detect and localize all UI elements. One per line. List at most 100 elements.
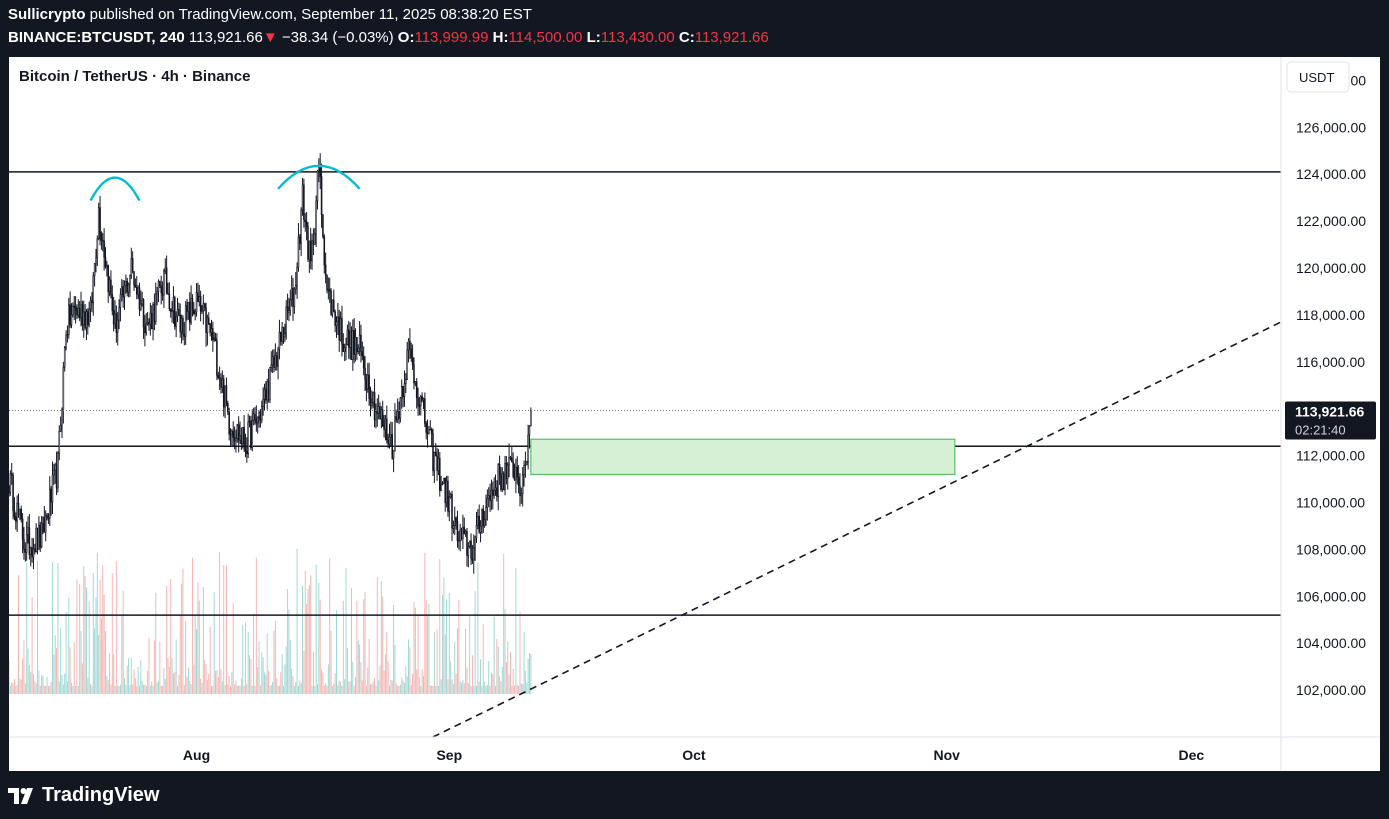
candle-body — [221, 378, 224, 388]
candle-body — [201, 310, 203, 312]
price-chart[interactable]: 102,000.00 104,000.00 106,000.00 108,000.00… — [9, 57, 1380, 771]
candle-body — [441, 483, 444, 485]
volume-bar — [111, 573, 113, 694]
candle-body — [349, 331, 351, 348]
candle-body — [244, 446, 247, 452]
volume-bar — [364, 591, 366, 694]
volume-bar — [356, 600, 358, 694]
volume-bar — [72, 686, 74, 694]
candle-body — [212, 328, 214, 341]
volume-bar — [348, 681, 350, 694]
double-top-arcs[interactable] — [89, 164, 361, 202]
volume-bar — [266, 633, 268, 694]
volume-bar — [302, 585, 304, 694]
tradingview-logo[interactable]: TradingView — [8, 784, 159, 807]
volume-bar — [115, 561, 117, 694]
candle-body — [13, 510, 16, 518]
volume-bar — [168, 666, 170, 694]
chart-panel[interactable]: 102,000.00 104,000.00 106,000.00 108,000.00… — [9, 57, 1380, 771]
candle-body — [282, 327, 285, 338]
volume-bar — [432, 686, 434, 694]
candle-body — [91, 300, 93, 304]
volume-bar — [145, 685, 147, 694]
currency-button[interactable] — [1286, 61, 1350, 93]
volume-bar — [405, 666, 407, 694]
volume-bar — [61, 675, 63, 694]
candle-body — [437, 458, 440, 471]
volume-bar — [198, 600, 200, 694]
candle-body — [460, 529, 463, 539]
horizontal-levels[interactable] — [9, 171, 1281, 616]
candle-body — [137, 287, 139, 295]
candle-body — [53, 469, 55, 476]
candle-body — [153, 304, 156, 323]
volume-bar — [530, 654, 532, 694]
candle-body — [240, 435, 243, 444]
candle-body — [373, 392, 376, 420]
volume-bar — [352, 661, 354, 694]
candle-body — [470, 540, 472, 559]
volume-bar — [141, 680, 143, 694]
candle-body — [266, 381, 268, 401]
volume-bar — [83, 566, 85, 694]
candle-body — [165, 267, 168, 294]
volume-bar — [379, 665, 381, 694]
candle-body — [334, 311, 336, 327]
last-price: 113,921.66 — [188, 29, 263, 46]
demand-zone[interactable] — [530, 438, 956, 475]
candle-body — [350, 331, 353, 360]
candle-body — [386, 418, 388, 441]
candle-body — [146, 321, 149, 325]
candle-body — [184, 305, 187, 337]
volume-bar — [399, 684, 401, 694]
candle-body — [512, 461, 514, 477]
candle-body — [485, 507, 487, 520]
author-name[interactable]: Sullicrypto — [8, 6, 86, 23]
volume-bar — [471, 655, 473, 694]
time-axis[interactable]: Aug Sep Oct Nov Dec — [183, 747, 1204, 763]
volume-bar — [47, 685, 49, 694]
price-axis[interactable]: 102,000.00 104,000.00 106,000.00 108,000.00… — [1296, 72, 1366, 698]
trendline[interactable] — [432, 321, 1282, 738]
candle-body — [506, 464, 509, 479]
volume-bar — [522, 684, 524, 694]
volume-bar — [429, 685, 431, 694]
price-change: −38.34 (−0.03%) — [281, 29, 394, 46]
candle-body — [372, 392, 374, 404]
candle-body — [494, 487, 497, 491]
candle-body — [118, 307, 120, 321]
volume-bar — [470, 685, 472, 694]
volume-bar — [262, 657, 264, 694]
candle-body — [357, 347, 360, 353]
volume-bar — [236, 685, 238, 694]
candle-body — [227, 402, 229, 413]
volume-bar — [406, 676, 408, 694]
candle-body — [108, 279, 111, 293]
candle-body — [528, 425, 531, 436]
candle-body — [434, 451, 437, 457]
candle-body — [296, 267, 298, 286]
candle-body — [62, 366, 65, 411]
volume-bar — [499, 676, 501, 694]
candle-body — [439, 458, 441, 491]
volume-bar — [11, 682, 13, 694]
volume-bar — [125, 684, 127, 694]
candle-body — [299, 236, 301, 244]
candle-body — [23, 538, 25, 550]
candle-body — [502, 473, 505, 491]
volume-bar — [390, 679, 392, 694]
candle-body — [232, 430, 235, 438]
volume-bar — [217, 677, 219, 694]
time-tick-label: Dec — [1178, 747, 1204, 763]
volume-bar — [403, 682, 405, 694]
volume-bar — [511, 685, 513, 694]
volume-bar — [122, 590, 124, 694]
candle-body — [443, 477, 445, 484]
volume-bar — [255, 557, 257, 694]
high-value: 114,500.00 — [508, 29, 583, 46]
volume-bar — [306, 604, 308, 694]
volume-bar — [450, 661, 452, 694]
volume-bar — [277, 685, 279, 694]
open-label: O: — [397, 29, 415, 46]
symbol-label: BINANCE:BTCUSDT, 240 — [8, 29, 185, 46]
